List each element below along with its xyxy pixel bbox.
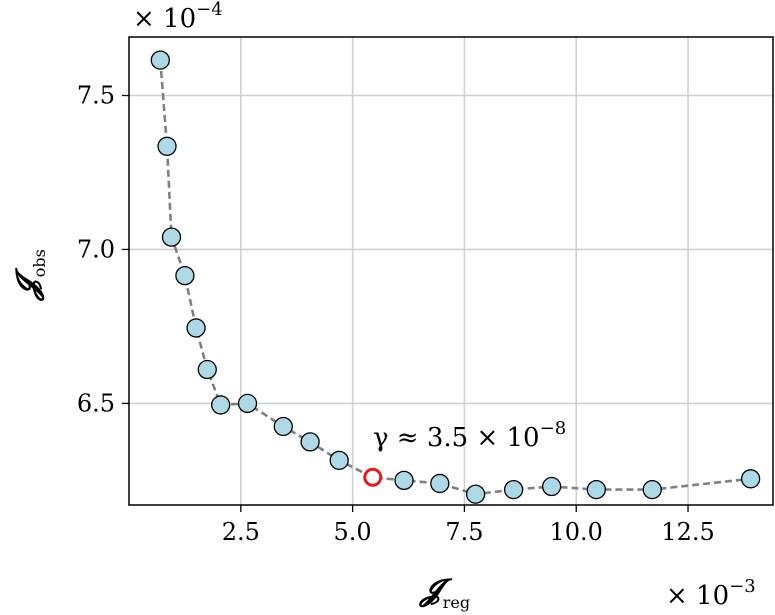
data-point [541,476,562,497]
data-point [175,265,195,286]
highlighted-point [363,467,383,487]
data-point [642,479,662,500]
data-point [329,450,349,471]
data-point [157,136,177,156]
data-point [211,395,231,415]
y-tick-label: 7.0 [77,235,115,263]
data-point [300,432,320,452]
data-point [503,479,524,500]
gamma-annotation: γ ≈ 3.5 × 10−8 [373,418,566,453]
x-scale-multiplier: × 10−3 [666,576,756,611]
data-point [186,318,206,338]
data-point [161,227,182,247]
x-tick-label: 10.0 [550,518,603,546]
plot-frame [128,36,774,506]
x-tick-label: 2.5 [222,518,260,546]
data-point [586,479,606,500]
y-scale-multiplier: × 10−4 [133,0,223,34]
data-point [237,393,258,414]
data-point [150,50,170,70]
x-tick-label: 7.5 [445,518,483,546]
x-tick-label: 5.0 [334,518,372,546]
data-point [273,416,293,437]
data-point [394,470,414,491]
data-point [430,473,450,494]
data-point [197,359,217,380]
x-tick-label: 12.5 [661,518,714,546]
axis-ticks: 2.5 5.0 7.5 10.0 12.5 6.5 7.0 7.5 [77,82,715,547]
y-tick-label: 7.5 [77,82,115,110]
data-point [465,484,486,504]
data-point [740,469,761,489]
y-tick-label: 6.5 [77,389,115,417]
data-markers [150,50,761,504]
